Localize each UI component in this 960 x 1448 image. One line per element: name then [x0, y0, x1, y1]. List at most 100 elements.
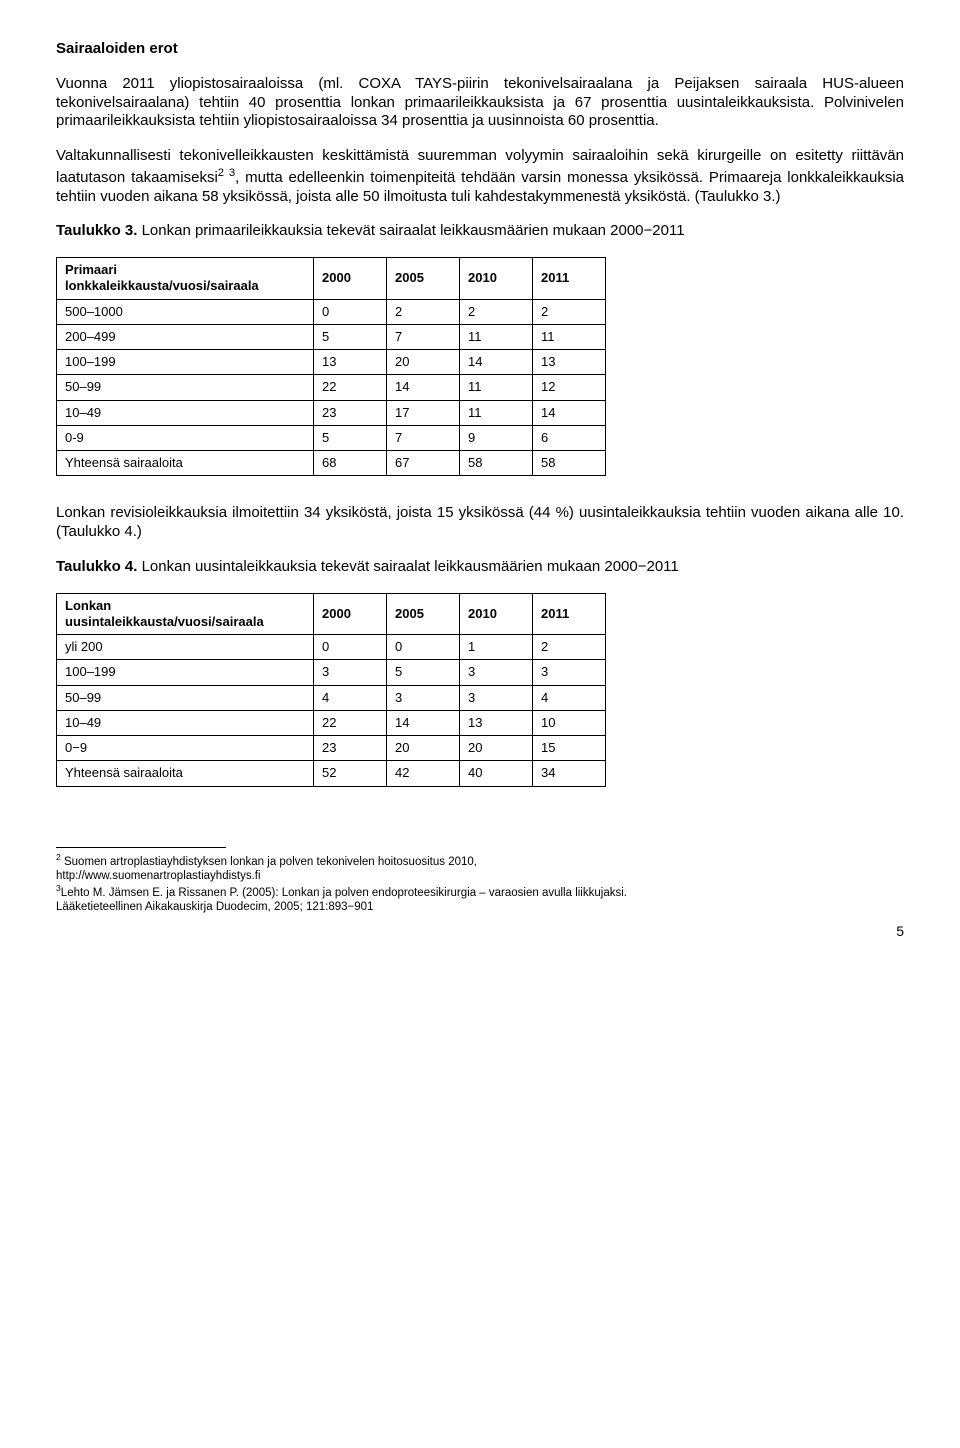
table3-cell: 13 [314, 350, 387, 375]
table4-year-0: 2000 [314, 593, 387, 635]
table3-row: Yhteensä sairaaloita68675858 [57, 451, 606, 476]
table4-row: yli 2000012 [57, 635, 606, 660]
table4-cell: 3 [533, 660, 606, 685]
table4-cell: Yhteensä sairaaloita [57, 761, 314, 786]
table3-cell: 7 [387, 425, 460, 450]
table4-cell: 3 [460, 660, 533, 685]
table3-title-label: Taulukko 3. [56, 222, 137, 239]
table3-cell: 9 [460, 425, 533, 450]
table3-cell: 7 [387, 324, 460, 349]
table3-cell: 58 [460, 451, 533, 476]
table3-header-row: Primaari lonkkaleikkausta/vuosi/sairaala… [57, 258, 606, 300]
table4-year-1: 2005 [387, 593, 460, 635]
table4-row: 50–994334 [57, 685, 606, 710]
table4-cell: 34 [533, 761, 606, 786]
table3-title: Taulukko 3. Lonkan primaarileikkauksia t… [56, 222, 904, 241]
table3: Primaari lonkkaleikkausta/vuosi/sairaala… [56, 257, 606, 476]
table3-cell: 23 [314, 400, 387, 425]
table3-cell: 11 [460, 324, 533, 349]
footnote-3-line1: 3Lehto M. Jämsen E. ja Rissanen P. (2005… [56, 883, 904, 900]
table4-cell: 0 [314, 635, 387, 660]
table4-cell: 2 [533, 635, 606, 660]
table3-cell: 67 [387, 451, 460, 476]
table4-col0-header: Lonkan uusintaleikkausta/vuosi/sairaala [57, 593, 314, 635]
table3-row: 10–4923171114 [57, 400, 606, 425]
table3-cell: 500–1000 [57, 299, 314, 324]
footnote-2-line2: http://www.suomenartroplastiayhdistys.fi [56, 869, 904, 883]
table4-year-2: 2010 [460, 593, 533, 635]
table4-cell: 20 [460, 736, 533, 761]
table3-cell: 11 [533, 324, 606, 349]
table4-title: Taulukko 4. Lonkan uusintaleikkauksia te… [56, 558, 904, 577]
table3-cell: 200–499 [57, 324, 314, 349]
footnote-separator [56, 847, 226, 848]
footnotes: 2 Suomen artroplastiayhdistyksen lonkan … [56, 852, 904, 915]
table3-cell: 12 [533, 375, 606, 400]
paragraph-1: Vuonna 2011 yliopistosairaaloissa (ml. C… [56, 75, 904, 131]
table3-cell: 2 [460, 299, 533, 324]
table4: Lonkan uusintaleikkausta/vuosi/sairaala … [56, 593, 606, 787]
table3-year-2: 2010 [460, 258, 533, 300]
table3-col0-header: Primaari lonkkaleikkausta/vuosi/sairaala [57, 258, 314, 300]
table3-cell: 14 [460, 350, 533, 375]
table3-row: 500–10000222 [57, 299, 606, 324]
table4-cell: 0−9 [57, 736, 314, 761]
table3-cell: Yhteensä sairaaloita [57, 451, 314, 476]
table4-title-label: Taulukko 4. [56, 558, 137, 575]
table4-cell: 3 [460, 685, 533, 710]
table3-cell: 2 [387, 299, 460, 324]
table4-row: Yhteensä sairaaloita52424034 [57, 761, 606, 786]
table4-cell: 50–99 [57, 685, 314, 710]
table3-cell: 10–49 [57, 400, 314, 425]
table4-cell: 5 [387, 660, 460, 685]
table3-title-rest: Lonkan primaarileikkauksia tekevät saira… [137, 222, 684, 239]
table3-cell: 5 [314, 425, 387, 450]
footnote-2-line1: 2 Suomen artroplastiayhdistyksen lonkan … [56, 852, 904, 869]
table3-cell: 11 [460, 400, 533, 425]
footnote-3-line2: Lääketieteellinen Aikakauskirja Duodecim… [56, 900, 904, 914]
para2-superscript: 2 3 [218, 167, 235, 179]
table4-cell: 40 [460, 761, 533, 786]
table3-row: 50–9922141112 [57, 375, 606, 400]
table4-cell: 1 [460, 635, 533, 660]
table3-cell: 58 [533, 451, 606, 476]
table4-cell: 3 [314, 660, 387, 685]
table3-cell: 68 [314, 451, 387, 476]
table3-cell: 11 [460, 375, 533, 400]
table4-cell: 22 [314, 710, 387, 735]
table4-cell: 0 [387, 635, 460, 660]
table3-cell: 5 [314, 324, 387, 349]
table4-cell: 52 [314, 761, 387, 786]
table3-row: 0-95796 [57, 425, 606, 450]
paragraph-2: Valtakunnallisesti tekonivelleikkausten … [56, 147, 904, 206]
footnote-3-text-a: Lehto M. Jämsen E. ja Rissanen P. (2005)… [61, 887, 627, 899]
table3-cell: 50–99 [57, 375, 314, 400]
table3-row: 100–19913201413 [57, 350, 606, 375]
table3-cell: 17 [387, 400, 460, 425]
table4-cell: 20 [387, 736, 460, 761]
table4-header-row: Lonkan uusintaleikkausta/vuosi/sairaala … [57, 593, 606, 635]
table3-cell: 0-9 [57, 425, 314, 450]
section-title: Sairaaloiden erot [56, 40, 904, 59]
table4-cell: 3 [387, 685, 460, 710]
table4-cell: 10–49 [57, 710, 314, 735]
table3-cell: 0 [314, 299, 387, 324]
table4-row: 0−923202015 [57, 736, 606, 761]
table4-cell: 13 [460, 710, 533, 735]
paragraph-3: Lonkan revisioleikkauksia ilmoitettiin 3… [56, 504, 904, 542]
table4-cell: 15 [533, 736, 606, 761]
table3-cell: 13 [533, 350, 606, 375]
table3-cell: 14 [533, 400, 606, 425]
table3-cell: 100–199 [57, 350, 314, 375]
footnote-2-text-a: Suomen artroplastiayhdistyksen lonkan ja… [61, 855, 477, 867]
table4-title-rest: Lonkan uusintaleikkauksia tekevät sairaa… [137, 558, 678, 575]
table3-year-0: 2000 [314, 258, 387, 300]
table3-year-3: 2011 [533, 258, 606, 300]
table4-cell: 4 [314, 685, 387, 710]
table3-cell: 22 [314, 375, 387, 400]
table4-cell: 100–199 [57, 660, 314, 685]
table4-row: 100–1993533 [57, 660, 606, 685]
table4-cell: 4 [533, 685, 606, 710]
table4-year-3: 2011 [533, 593, 606, 635]
table3-cell: 14 [387, 375, 460, 400]
